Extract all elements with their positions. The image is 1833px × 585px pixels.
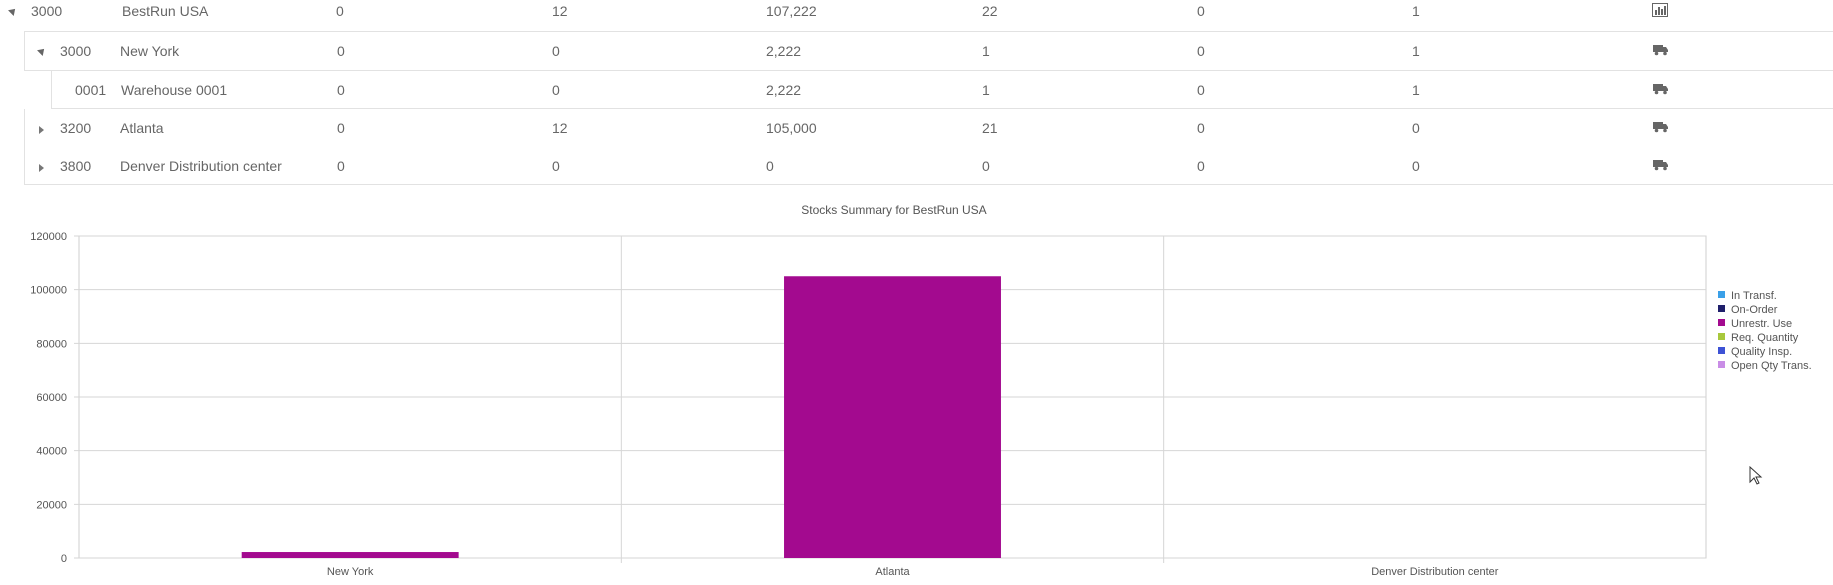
legend-item[interactable]: Open Qty Trans. — [1731, 360, 1812, 372]
row-col5: 0 — [1197, 158, 1205, 174]
row-name: Warehouse 0001 — [121, 82, 228, 98]
row-col1: 0 — [337, 43, 345, 59]
row-col4: 1 — [982, 82, 990, 98]
row-col6: 1 — [1412, 3, 1420, 19]
row-col4: 22 — [982, 3, 998, 19]
row-col4: 1 — [982, 43, 990, 59]
truck-icon[interactable] — [1653, 121, 1669, 133]
truck-icon[interactable] — [1653, 83, 1669, 95]
row-col6: 1 — [1412, 82, 1420, 98]
y-tick-label: 40000 — [36, 446, 67, 458]
table-row[interactable]: 3000 BestRun USA 0 12 107,222 22 0 1 — [0, 0, 1833, 38]
row-col6: 0 — [1412, 158, 1420, 174]
row-col5: 0 — [1197, 43, 1205, 59]
row-col3: 0 — [766, 158, 774, 174]
mouse-cursor-icon — [1749, 466, 1763, 485]
row-col2: 0 — [552, 43, 560, 59]
legend-item[interactable]: Quality Insp. — [1731, 346, 1792, 358]
chart-title: Stocks Summary for BestRun USA — [801, 203, 986, 217]
row-col5: 0 — [1197, 120, 1205, 136]
row-col5: 0 — [1197, 82, 1205, 98]
collapse-arrow-icon[interactable] — [8, 6, 18, 16]
row-col4: 0 — [982, 158, 990, 174]
legend-item[interactable]: Req. Quantity — [1731, 332, 1799, 344]
row-col1: 0 — [336, 3, 344, 19]
row-id: 0001 — [75, 82, 107, 98]
row-col1: 0 — [337, 158, 345, 174]
truck-icon[interactable] — [1653, 159, 1669, 171]
row-name: Atlanta — [120, 120, 164, 136]
row-name: BestRun USA — [122, 3, 209, 19]
row-col3: 105,000 — [766, 120, 817, 136]
row-col3: 107,222 — [766, 3, 817, 19]
row-col3: 2,222 — [766, 43, 802, 59]
row-col2: 0 — [552, 82, 560, 98]
row-name: Denver Distribution center — [120, 158, 282, 174]
expand-arrow-icon[interactable] — [39, 126, 44, 134]
row-col1: 0 — [337, 120, 345, 136]
y-tick-label: 20000 — [36, 499, 67, 511]
bar-chart-icon[interactable] — [1652, 3, 1668, 17]
row-col3: 2,222 — [766, 82, 802, 98]
x-tick-label: New York — [327, 566, 374, 578]
legend-item[interactable]: In Transf. — [1731, 290, 1777, 302]
y-tick-label: 60000 — [36, 392, 67, 404]
table-row[interactable]: 0001 Warehouse 0001 0 0 2,222 1 0 1 — [51, 70, 1833, 109]
row-id: 3800 — [60, 158, 92, 174]
row-id: 3200 — [60, 120, 92, 136]
collapse-arrow-icon[interactable] — [37, 46, 47, 56]
x-tick-label: Atlanta — [875, 566, 910, 578]
row-col2: 0 — [552, 158, 560, 174]
row-col2: 12 — [552, 3, 568, 19]
bar[interactable] — [241, 552, 459, 558]
legend-swatch — [1718, 347, 1725, 354]
table-row[interactable]: 3200 Atlanta 0 12 105,000 21 0 0 — [24, 109, 1833, 147]
y-tick-label: 120000 — [30, 231, 67, 243]
bar[interactable] — [784, 276, 1001, 558]
legend-item[interactable]: On-Order — [1731, 304, 1778, 316]
chart-axis-ticks: 0 20000 40000 60000 80000 100000 120000 New Yor… — [30, 231, 1498, 578]
row-id: 3000 — [31, 3, 63, 19]
legend-swatch — [1718, 305, 1725, 312]
legend-item[interactable]: Unrestr. Use — [1731, 318, 1792, 330]
legend-swatch — [1718, 291, 1725, 298]
x-tick-label: Denver Distribution center — [1371, 566, 1499, 578]
table-row[interactable]: 3000 New York 0 0 2,222 1 0 1 — [24, 31, 1833, 71]
legend-swatch — [1718, 361, 1725, 368]
y-tick-label: 100000 — [30, 285, 67, 297]
expand-arrow-icon[interactable] — [39, 164, 44, 172]
row-col2: 12 — [552, 120, 568, 136]
legend-swatch — [1718, 333, 1725, 340]
row-col5: 0 — [1197, 3, 1205, 19]
y-tick-label: 80000 — [36, 338, 67, 350]
chart-bars — [241, 276, 1001, 558]
row-col1: 0 — [337, 82, 345, 98]
row-col6: 1 — [1412, 43, 1420, 59]
row-col4: 21 — [982, 120, 998, 136]
y-tick-label: 0 — [61, 553, 67, 565]
row-col6: 0 — [1412, 120, 1420, 136]
chart-legend[interactable]: In Transf. On-Order Unrestr. Use Req. Quant… — [1718, 290, 1812, 372]
truck-icon[interactable] — [1653, 44, 1669, 56]
stocks-summary-chart: Stocks Summary for BestRun USA 0 20000 400… — [30, 203, 1812, 578]
table-row[interactable]: 3800 Denver Distribution center 0 0 0 0 … — [24, 147, 1833, 185]
legend-swatch — [1718, 319, 1725, 326]
row-name: New York — [120, 43, 180, 59]
row-id: 3000 — [60, 43, 92, 59]
